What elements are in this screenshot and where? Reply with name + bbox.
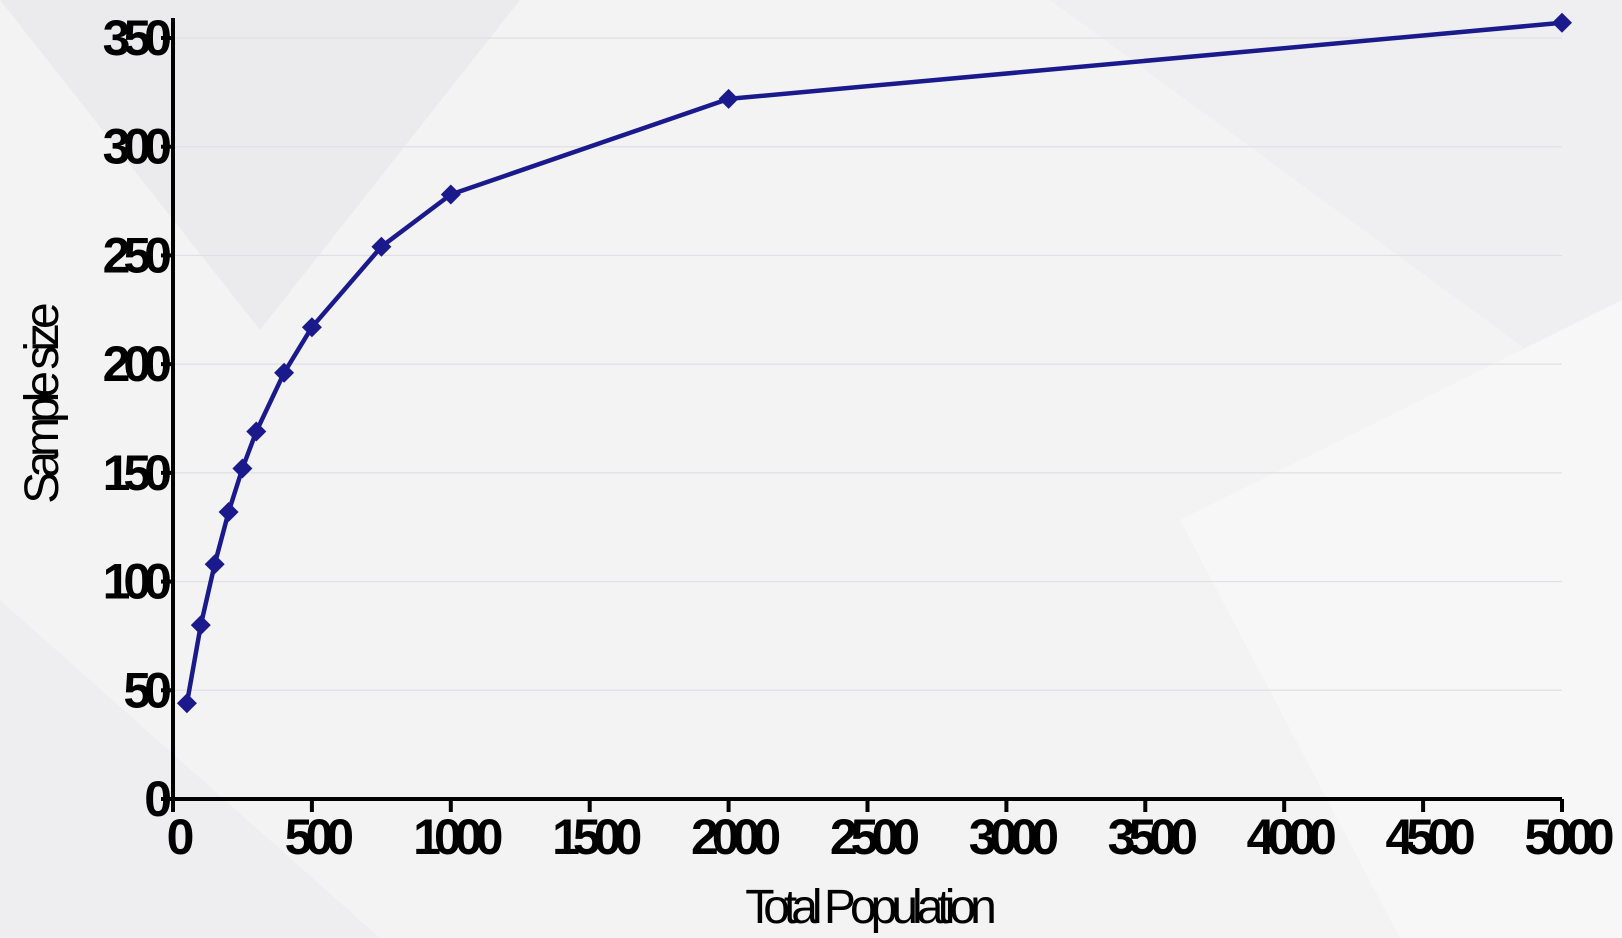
- series-markers: [176, 12, 1572, 714]
- data-point-marker: [246, 421, 267, 442]
- y-tick-label: 250: [103, 227, 171, 283]
- x-tick-label: 2500: [830, 809, 918, 865]
- data-point-marker: [371, 236, 392, 257]
- x-tick-label: 4500: [1385, 809, 1473, 865]
- x-axis-ticks: 0 500 1000 1500 2000 2500 3000 3500 4000 4500 5000: [167, 799, 1620, 865]
- data-point-marker: [218, 502, 239, 522]
- x-tick-label: 3000: [969, 809, 1057, 865]
- series-line: [184, 20, 1563, 704]
- y-tick-label: 350: [103, 10, 171, 66]
- y-tick-label: 200: [103, 336, 171, 392]
- x-tick-label: 2000: [691, 809, 779, 865]
- data-point-marker: [1552, 12, 1572, 33]
- y-tick-label: 50: [123, 662, 170, 718]
- y-tick-label: 100: [103, 554, 171, 610]
- gridlines: [173, 37, 1562, 691]
- data-point-marker: [176, 693, 197, 714]
- data-point-marker: [718, 88, 739, 109]
- y-axis-title: Sample size: [16, 304, 69, 504]
- x-tick-label: 3500: [1108, 809, 1196, 865]
- data-point-marker: [232, 458, 253, 479]
- x-axis-title: Total Population: [745, 881, 994, 934]
- y-tick-label: 300: [103, 119, 171, 175]
- x-tick-label: 500: [285, 809, 353, 865]
- x-tick-label: 1500: [552, 809, 640, 865]
- y-tick-label: 150: [103, 445, 171, 501]
- data-point-marker: [440, 184, 461, 205]
- x-tick-label: 5000: [1524, 809, 1612, 865]
- data-point-marker: [190, 615, 211, 636]
- x-tick-label: 4000: [1247, 809, 1335, 865]
- data-point-marker: [301, 317, 322, 338]
- x-tick-label: 1000: [413, 809, 501, 865]
- data-point-marker: [274, 362, 295, 383]
- data-point-marker: [204, 554, 225, 575]
